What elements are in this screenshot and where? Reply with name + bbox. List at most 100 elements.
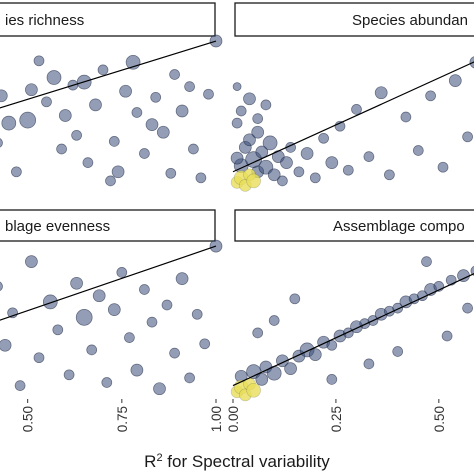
assemblage-evenness-point	[184, 372, 195, 384]
assemblage-composition-point	[441, 330, 453, 342]
x-axis-title-r: R	[144, 452, 156, 471]
species-richness-fit-line	[0, 40, 217, 109]
panel-assemblage-evenness	[0, 239, 223, 396]
species-richness-point	[139, 148, 150, 159]
assemblage-composition-point	[457, 269, 470, 282]
species-abundance-point	[260, 99, 272, 111]
panel-species-abundance	[230, 56, 474, 192]
species-richness-point	[188, 143, 199, 155]
assemblage-evenness-point	[130, 363, 144, 377]
species-abundance-point	[262, 135, 278, 151]
strip-bottom-left	[0, 209, 216, 242]
species-richness-point	[156, 125, 170, 139]
species-abundance-point	[293, 166, 305, 178]
species-richness-point	[108, 136, 120, 147]
species-abundance-point	[267, 168, 281, 182]
strip-top-left	[0, 2, 216, 37]
strip-bottom-right	[234, 209, 474, 242]
assemblage-evenness-point	[191, 308, 203, 320]
x-tick-label: 0.50	[432, 406, 447, 432]
assemblage-composition-point	[308, 348, 322, 361]
assemblage-evenness-point	[169, 347, 180, 359]
species-abundance-point	[384, 169, 395, 181]
species-richness-point	[184, 81, 195, 92]
assemblage-composition-fit-line	[232, 273, 474, 387]
assemblage-composition-point	[421, 256, 432, 267]
x-tick-label: 0.00	[226, 406, 241, 432]
species-abundance-point	[400, 111, 412, 123]
x-tick-label: 1.00	[209, 406, 224, 432]
species-richness-point	[209, 34, 223, 48]
assemblage-composition-point	[392, 346, 404, 357]
species-richness-point	[41, 96, 52, 108]
species-abundance-point	[325, 156, 339, 169]
species-abundance-point	[342, 164, 354, 176]
strip-top-right	[234, 2, 474, 37]
species-abundance-point	[251, 125, 265, 139]
species-richness-point	[0, 138, 3, 148]
species-richness-point	[111, 165, 125, 179]
species-richness-point	[97, 64, 109, 76]
species-abundance-point	[309, 172, 321, 184]
species-abundance-point	[235, 105, 247, 117]
species-abundance-point	[300, 147, 314, 160]
assemblage-evenness-point	[33, 352, 45, 364]
assemblage-evenness-point	[70, 276, 83, 290]
x-tick-label: 0.50	[21, 406, 36, 432]
species-abundance-point	[243, 92, 256, 106]
x-tick-label: 0.75	[115, 406, 130, 432]
species-richness-point	[119, 84, 132, 98]
assemblage-composition-point	[326, 374, 338, 385]
species-richness-point	[11, 166, 22, 178]
species-richness-point	[195, 172, 207, 184]
species-abundance-point	[277, 175, 288, 187]
assemblage-evenness-point	[75, 309, 93, 326]
species-abundance-point	[246, 173, 261, 189]
assemblage-evenness-point	[92, 289, 106, 303]
species-abundance-point	[243, 133, 256, 147]
assemblage-evenness-point	[146, 316, 158, 328]
species-abundance-point	[374, 86, 388, 100]
assemblage-evenness-point	[63, 369, 75, 381]
assemblage-evenness-point	[25, 255, 38, 268]
assemblage-composition-point	[246, 382, 261, 398]
assemblage-evenness-point	[42, 294, 58, 310]
species-richness-point	[0, 89, 8, 103]
species-abundance-point	[363, 151, 375, 162]
assemblage-composition-point	[268, 315, 280, 326]
assemblage-evenness-point	[199, 338, 211, 350]
x-axis-right: 0.00 0.25 0.50	[226, 399, 447, 432]
assemblage-composition-point	[363, 358, 375, 370]
assemblage-composition-point	[470, 265, 474, 276]
species-richness-point	[89, 98, 102, 112]
strip-label-assemblage-composition: Assemblage compo	[333, 218, 465, 235]
assemblage-evenness-point	[0, 338, 12, 352]
assemblage-evenness-point	[101, 377, 113, 388]
x-axis-title-sup: 2	[156, 452, 162, 464]
species-abundance-point	[231, 117, 243, 129]
assemblage-evenness-point	[86, 344, 98, 356]
species-abundance-point	[280, 156, 293, 169]
species-abundance-fit-line	[232, 61, 474, 173]
panel-species-richness	[0, 34, 223, 187]
assemblage-composition-point	[284, 362, 297, 375]
x-axis-left: 0.50 0.75 1.00	[21, 399, 224, 432]
assemblage-evenness-point	[161, 299, 173, 311]
assemblage-composition-point	[462, 302, 473, 314]
species-richness-point	[1, 115, 17, 131]
species-abundance-point	[462, 131, 473, 143]
x-tick-label: 0.25	[329, 406, 344, 432]
x-axis-title-rest: for Spectral variability	[163, 452, 331, 471]
species-richness-point	[46, 70, 62, 85]
assemblage-composition-point	[246, 364, 261, 379]
strip-label-assemblage-evenness: blage evenness	[5, 218, 110, 235]
assemblage-composition-point	[255, 373, 269, 386]
assemblage-evenness-point	[52, 324, 64, 336]
species-abundance-point	[351, 104, 362, 115]
species-abundance-point	[448, 74, 462, 87]
species-richness-point	[203, 88, 214, 100]
strip-label-species-richness: ies richness	[5, 12, 84, 29]
species-richness-point	[131, 107, 143, 118]
species-richness-point	[56, 143, 67, 155]
